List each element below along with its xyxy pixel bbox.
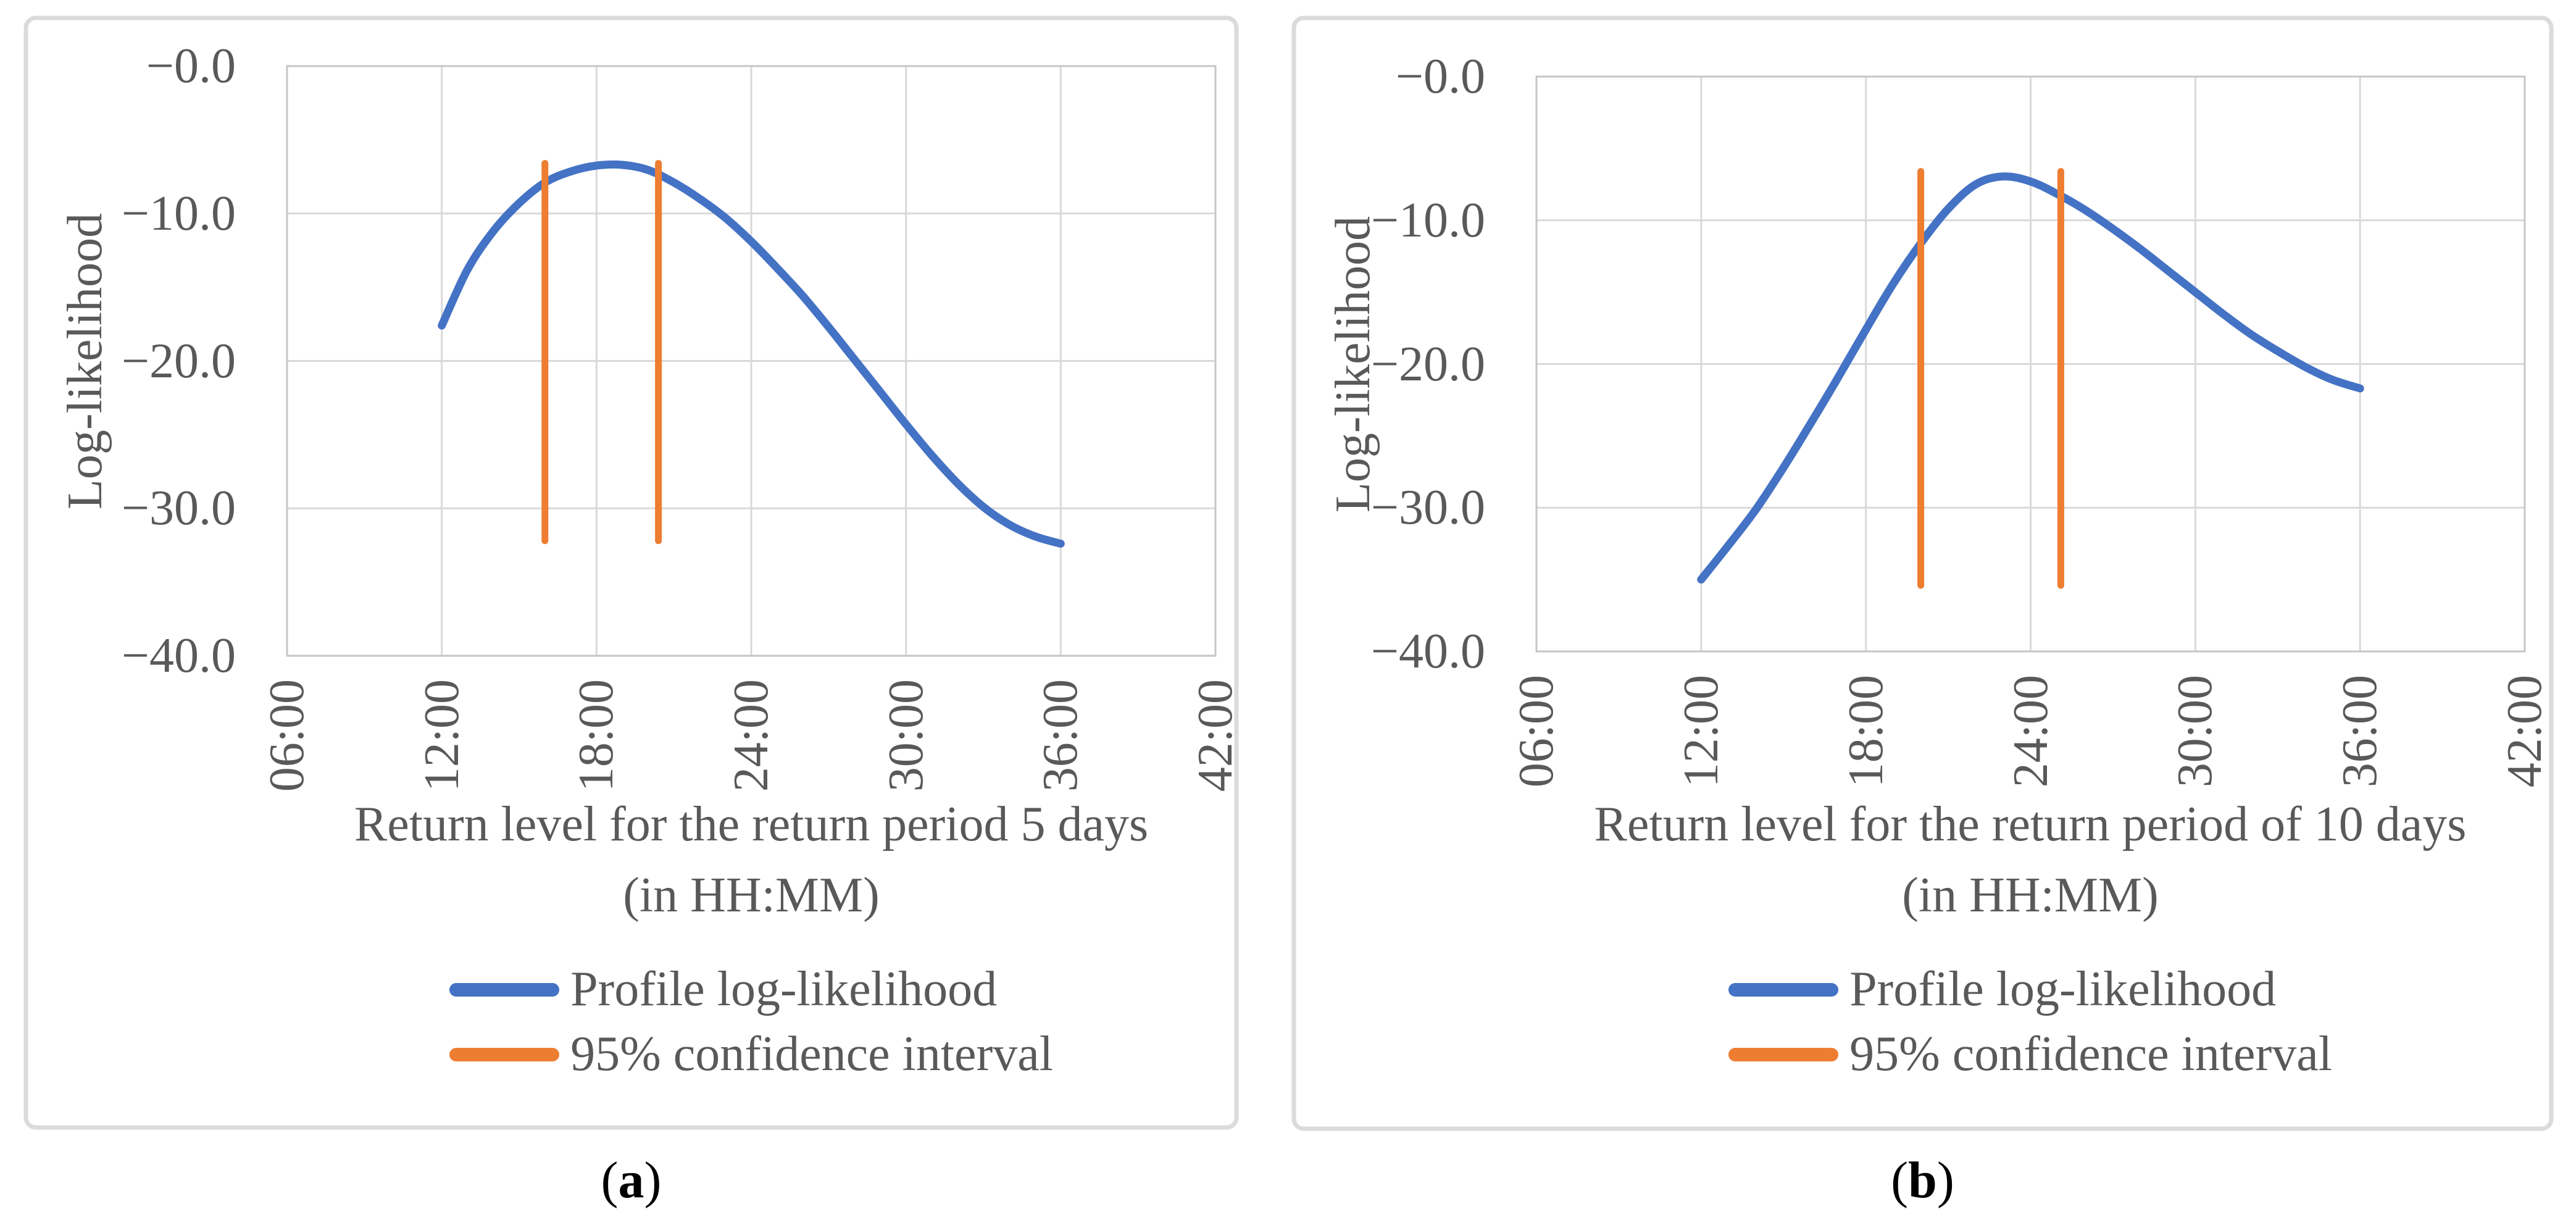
line-chart-plot-b	[1291, 15, 2554, 1131]
x-axis-tick-label: 30:00	[878, 679, 933, 792]
x-axis-tick-label: 42:00	[2498, 675, 2552, 788]
legend-label: Profile log-likelihood	[1849, 962, 2277, 1016]
caption-close-paren: )	[644, 1152, 662, 1209]
y-axis-tick-label: −30.0	[121, 481, 236, 536]
x-axis-tick-label: 06:00	[1509, 675, 1564, 788]
legend-entry: 95% confidence interval	[1728, 1022, 2332, 1087]
y-axis-tick-label: −40.0	[1370, 624, 1485, 679]
caption-letter: a	[618, 1152, 644, 1209]
legend-line-swatch	[1728, 1047, 1839, 1061]
x-axis-tick-label: 12:00	[414, 679, 469, 792]
y-axis-tick-label: −10.0	[1370, 193, 1485, 248]
legend-label: Profile log-likelihood	[570, 962, 998, 1016]
x-axis-tick-label: 30:00	[2168, 675, 2223, 788]
plot-area-border	[1535, 75, 2526, 653]
y-axis-tick-label: −20.0	[1370, 337, 1485, 391]
y-axis-tick-label: −40.0	[121, 629, 236, 683]
x-axis-tick-label: 36:00	[2333, 675, 2388, 788]
caption-close-paren: )	[1936, 1152, 1954, 1209]
legend-entry: Profile log-likelihood	[1728, 957, 2332, 1022]
legend-entries: Profile log-likelihood 95% confidence int…	[449, 957, 1053, 1087]
chart-a-return-period-5-days: Log-likelihood Return level for the retu…	[23, 15, 1243, 1130]
chart-border	[23, 15, 1239, 1130]
legend-entries: Profile log-likelihood 95% confidence int…	[1728, 957, 2332, 1087]
y-axis-tick-label: −20.0	[121, 333, 236, 388]
x-axis-tick-label: 06:00	[260, 679, 314, 792]
legend-entry: 95% confidence interval	[449, 1022, 1053, 1087]
x-axis-tick-label: 42:00	[1188, 679, 1243, 792]
caption-open-paren: (	[601, 1152, 619, 1209]
subfigure-caption-a: (a)	[23, 1144, 1239, 1218]
x-axis-title-line2: (in HH:MM)	[1902, 868, 2159, 922]
chart-border	[1291, 15, 2554, 1131]
x-axis-title-line2: (in HH:MM)	[623, 868, 880, 922]
caption-letter: b	[1908, 1152, 1937, 1209]
legend-label: 95% confidence interval	[570, 1027, 1053, 1081]
legend-label: 95% confidence interval	[1849, 1027, 2332, 1081]
subfigure-caption-b: (b)	[1291, 1144, 2554, 1218]
x-axis-tick-label: 18:00	[1838, 675, 1893, 788]
y-axis-tick-label: −0.0	[1395, 49, 1485, 104]
profile-log-likelihood-curve	[1697, 172, 2364, 584]
line-chart-plot-a	[23, 15, 1239, 1130]
x-axis-tick-label: 36:00	[1033, 679, 1088, 792]
legend: Profile log-likelihood 95% confidence int…	[350, 957, 1153, 1087]
legend-line-swatch	[1728, 982, 1839, 997]
x-axis-tick-label: 24:00	[724, 679, 778, 792]
legend-line-swatch	[449, 982, 560, 997]
chart-b-return-period-10-days: Log-likelihood Return level for the retu…	[1291, 15, 2554, 1131]
plot-area-border	[286, 65, 1217, 657]
x-axis-title-line1: Return level for the return period 5 day…	[354, 797, 1149, 851]
y-axis-tick-label: −0.0	[146, 39, 236, 93]
x-axis-title-line1: Return level for the return period of 10…	[1594, 797, 2467, 851]
caption-open-paren: (	[1891, 1152, 1909, 1209]
x-axis-tick-label: 18:00	[569, 679, 624, 792]
y-axis-tick-label: −10.0	[121, 186, 236, 241]
x-axis-tick-label: 24:00	[2003, 675, 2058, 788]
legend: Profile log-likelihood 95% confidence int…	[1629, 957, 2432, 1087]
x-axis-title: Return level for the return period 5 day…	[196, 789, 1307, 931]
legend-line-swatch	[449, 1047, 560, 1061]
x-axis-title: Return level for the return period of 10…	[1475, 789, 2576, 931]
x-axis-tick-label: 12:00	[1674, 675, 1728, 788]
y-axis-tick-label: −30.0	[1370, 480, 1485, 535]
legend-entry: Profile log-likelihood	[449, 957, 1053, 1022]
